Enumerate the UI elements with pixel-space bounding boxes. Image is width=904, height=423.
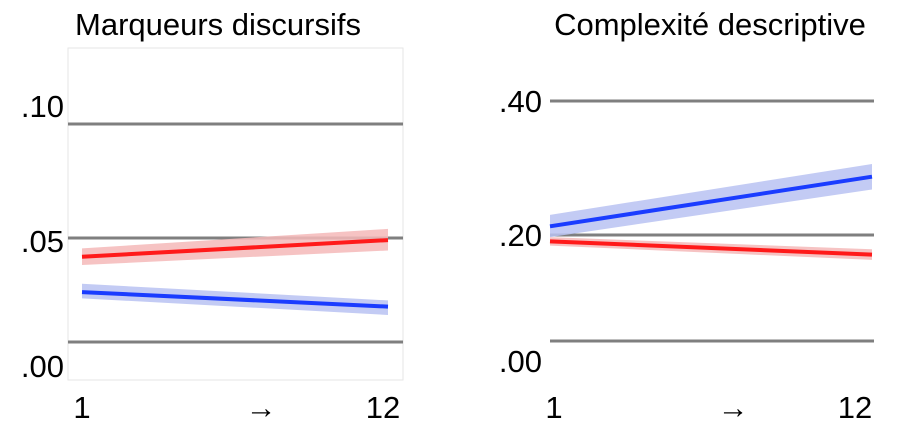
x-tick-label: 12 [366,390,400,423]
series-line [549,239,873,257]
series-line [81,238,389,259]
chart-panel-markers: Marqueurs discursifs .10 .05 .00 1 → 12 [21,7,404,423]
y-tick-label: .05 [21,224,64,259]
x-arrow-label: → [718,390,749,423]
chart-title: Marqueurs discursifs [75,7,361,42]
chart-title: Complexité descriptive [554,7,866,42]
x-tick-label: 1 [73,390,90,423]
x-tick-label: 1 [545,390,562,423]
y-tick-label: .40 [499,84,542,119]
y-tick-label: .00 [21,349,64,384]
plot-frame [67,47,404,381]
series-line [81,290,389,309]
x-arrow-label: → [246,390,277,423]
y-tick-label: .10 [21,89,64,124]
x-tick-label: 12 [838,390,872,423]
y-tick-label: .00 [499,344,542,379]
series-line [549,174,873,229]
y-tick-label: .20 [499,218,542,253]
chart-panel-complexity: Complexité descriptive .40 .20 .00 1 → 1… [499,7,874,423]
